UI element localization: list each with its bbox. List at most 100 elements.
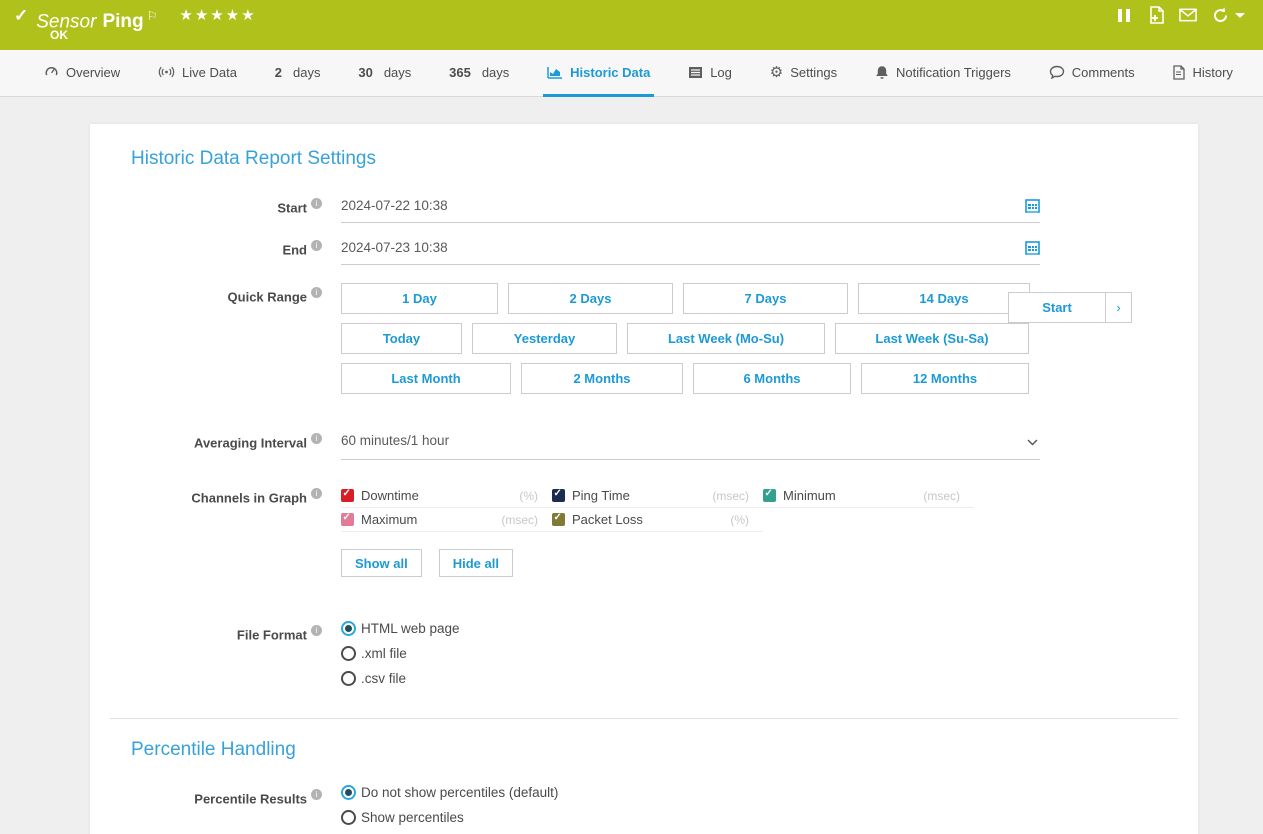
tab-day-count: 365 bbox=[449, 64, 471, 80]
gear-icon: ⚙ bbox=[769, 63, 784, 81]
sensor-title: Sensor Ping ⚐ bbox=[36, 4, 157, 34]
channel-name: Downtime bbox=[361, 488, 419, 503]
live-data-icon bbox=[158, 65, 175, 79]
calendar-icon[interactable] bbox=[1025, 198, 1040, 218]
radio-label: .xml file bbox=[361, 646, 407, 661]
radio-label: Show percentiles bbox=[361, 810, 464, 825]
radio-icon bbox=[341, 785, 356, 800]
start-date-input[interactable]: 2024-07-22 10:38 bbox=[341, 194, 1040, 223]
status-badge: OK bbox=[50, 28, 68, 42]
checkbox-icon bbox=[552, 512, 565, 526]
averaging-interval-label: Averaging Interval bbox=[194, 435, 307, 451]
tab-label: Live Data bbox=[182, 64, 237, 80]
quick-range-row: Quick Range i 1 Day 2 Days 7 Days 14 Days… bbox=[120, 283, 1168, 403]
dropdown-caret[interactable] bbox=[1235, 12, 1245, 18]
channel-checkbox-ping-time[interactable]: Ping Time (msec) bbox=[552, 484, 763, 508]
tab-2-days[interactable]: 2 days bbox=[271, 50, 325, 97]
radio-xml-file[interactable]: .xml file bbox=[341, 646, 1040, 661]
quick-range-button-12-months[interactable]: 12 Months bbox=[861, 363, 1029, 394]
radio-icon bbox=[341, 810, 356, 825]
quick-range-button-last-week-su-sa[interactable]: Last Week (Su-Sa) bbox=[835, 323, 1029, 354]
radio-html-web-page[interactable]: HTML web page bbox=[341, 621, 1040, 636]
channel-checkbox-minimum[interactable]: Minimum (msec) bbox=[763, 484, 974, 508]
priority-stars[interactable]: ★★★★★ bbox=[179, 7, 257, 24]
log-icon bbox=[688, 66, 703, 79]
tab-overview[interactable]: Overview bbox=[40, 50, 124, 97]
tab-bar: Overview Live Data 2 days 30 days 365 da… bbox=[0, 50, 1263, 97]
info-icon[interactable]: i bbox=[311, 240, 322, 251]
quick-range-button-last-week-mo-su[interactable]: Last Week (Mo-Su) bbox=[627, 323, 825, 354]
chevron-down-icon bbox=[1027, 433, 1038, 451]
quick-range-button-yesterday[interactable]: Yesterday bbox=[472, 323, 617, 354]
section-title-report-settings: Historic Data Report Settings bbox=[131, 148, 376, 169]
tab-label: Overview bbox=[66, 64, 121, 80]
end-date-value: 2024-07-23 10:38 bbox=[341, 240, 448, 255]
quick-range-button-7-days[interactable]: 7 Days bbox=[683, 283, 848, 314]
tab-label: Notification Triggers bbox=[896, 64, 1011, 80]
info-icon[interactable]: i bbox=[311, 625, 322, 636]
tab-notification-triggers[interactable]: Notification Triggers bbox=[871, 50, 1015, 97]
hide-all-button[interactable]: Hide all bbox=[438, 549, 513, 577]
info-icon[interactable]: i bbox=[311, 488, 322, 499]
tab-365-days[interactable]: 365 days bbox=[445, 50, 513, 97]
quick-range-button-last-month[interactable]: Last Month bbox=[341, 363, 511, 394]
info-icon[interactable]: i bbox=[311, 198, 322, 209]
tab-comments[interactable]: Comments bbox=[1045, 50, 1139, 97]
tab-settings[interactable]: ⚙ Settings bbox=[766, 50, 841, 97]
channels-label: Channels in Graph bbox=[191, 490, 307, 506]
radio-do-not-show-percentiles[interactable]: Do not show percentiles (default) bbox=[341, 785, 1040, 800]
flag-icon[interactable]: ⚐ bbox=[146, 9, 158, 23]
info-icon[interactable]: i bbox=[311, 287, 322, 298]
settings-panel: Historic Data Report Settings Start i 202… bbox=[90, 124, 1198, 834]
quick-range-label: Quick Range bbox=[227, 289, 307, 305]
channel-checkbox-downtime[interactable]: Downtime (%) bbox=[341, 484, 552, 508]
checkbox-icon bbox=[341, 488, 354, 502]
percentile-results-label: Percentile Results bbox=[194, 791, 307, 807]
tab-30-days[interactable]: 30 days bbox=[354, 50, 415, 97]
report-icon[interactable] bbox=[1147, 6, 1165, 24]
percentile-results-row: Percentile Results i Do not show percenti… bbox=[120, 785, 1168, 834]
channel-checkbox-packet-loss[interactable]: Packet Loss (%) bbox=[552, 508, 763, 532]
pause-icon[interactable] bbox=[1115, 6, 1133, 24]
end-date-input[interactable]: 2024-07-23 10:38 bbox=[341, 236, 1040, 265]
radio-csv-file[interactable]: .csv file bbox=[341, 671, 1040, 686]
radio-show-percentiles[interactable]: Show percentiles bbox=[341, 810, 1040, 825]
checkbox-icon bbox=[763, 488, 776, 502]
averaging-interval-select[interactable]: 60 minutes/1 hour bbox=[341, 429, 1040, 460]
quick-range-button-6-months[interactable]: 6 Months bbox=[693, 363, 851, 394]
sensor-label: Sensor bbox=[36, 11, 97, 33]
bell-icon bbox=[875, 65, 889, 80]
quick-range-button-1-day[interactable]: 1 Day bbox=[341, 283, 498, 314]
tab-history[interactable]: History bbox=[1168, 50, 1236, 97]
tab-log[interactable]: Log bbox=[684, 50, 736, 97]
tab-label: Comments bbox=[1071, 64, 1135, 80]
quick-range-button-today[interactable]: Today bbox=[341, 323, 462, 354]
checkbox-icon bbox=[341, 512, 354, 526]
start-report-button[interactable]: Start bbox=[1008, 292, 1106, 323]
show-all-button[interactable]: Show all bbox=[341, 549, 422, 577]
start-report-caret-button[interactable]: › bbox=[1106, 292, 1132, 323]
tab-historic-data[interactable]: Historic Data bbox=[543, 50, 655, 97]
tab-day-count: 30 bbox=[358, 64, 373, 80]
tab-label: Historic Data bbox=[570, 64, 651, 80]
section-title-percentile: Percentile Handling bbox=[131, 739, 296, 760]
radio-label: HTML web page bbox=[361, 621, 460, 636]
channel-unit: (msec) bbox=[712, 488, 749, 503]
channel-name: Packet Loss bbox=[572, 512, 643, 527]
channel-checkbox-maximum[interactable]: Maximum (msec) bbox=[341, 508, 552, 532]
quick-range-button-14-days[interactable]: 14 Days bbox=[858, 283, 1030, 314]
quick-range-button-2-months[interactable]: 2 Months bbox=[521, 363, 683, 394]
tab-live-data[interactable]: Live Data bbox=[154, 50, 241, 97]
file-format-row: File Format i HTML web page .xml file .cs… bbox=[120, 621, 1168, 696]
file-format-label: File Format bbox=[236, 627, 307, 643]
start-date-value: 2024-07-22 10:38 bbox=[341, 198, 448, 213]
channel-grid-spacer bbox=[763, 508, 974, 532]
info-icon[interactable]: i bbox=[311, 433, 322, 444]
tab-label: days bbox=[383, 64, 412, 80]
calendar-icon[interactable] bbox=[1025, 240, 1040, 260]
sensor-name: Ping bbox=[102, 11, 144, 33]
quick-range-button-2-days[interactable]: 2 Days bbox=[508, 283, 673, 314]
info-icon[interactable]: i bbox=[311, 789, 322, 800]
refresh-icon[interactable] bbox=[1211, 6, 1229, 24]
mail-icon[interactable] bbox=[1179, 6, 1197, 24]
